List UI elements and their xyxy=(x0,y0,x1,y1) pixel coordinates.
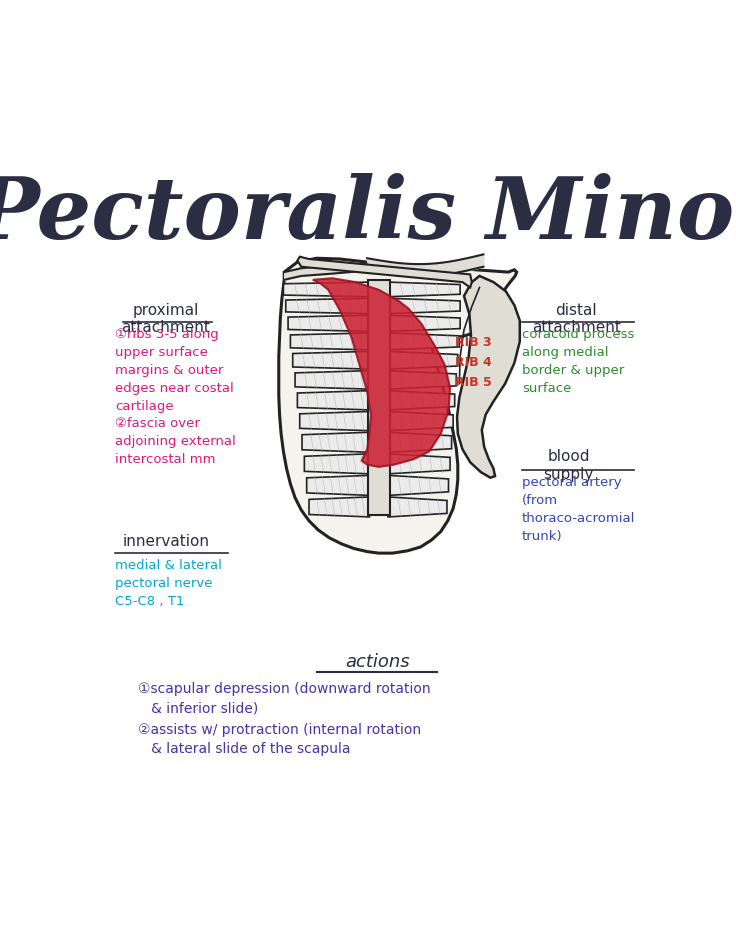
Text: ①scapular depression (downward rotation
   & inferior slide): ①scapular depression (downward rotation … xyxy=(138,683,431,716)
Text: actions: actions xyxy=(345,653,409,671)
Text: RIB 4: RIB 4 xyxy=(455,356,492,368)
Polygon shape xyxy=(293,351,369,369)
Polygon shape xyxy=(295,370,369,389)
Polygon shape xyxy=(286,298,369,313)
Text: coracoid process
along medial
border & upper
surface: coracoid process along medial border & u… xyxy=(522,328,634,395)
Polygon shape xyxy=(388,454,450,474)
Text: ②assists w/ protraction (internal rotation
   & lateral slide of the scapula: ②assists w/ protraction (internal rotati… xyxy=(138,723,422,756)
Polygon shape xyxy=(388,411,453,430)
Polygon shape xyxy=(279,258,517,553)
Polygon shape xyxy=(302,432,369,452)
Text: blood
supply: blood supply xyxy=(543,449,594,482)
Text: ②fascia over
adjoining external
intercostal mm: ②fascia over adjoining external intercos… xyxy=(116,417,236,466)
Text: ①ribs 3-5 along
upper surface
margins & outer
edges near costal
cartilage: ①ribs 3-5 along upper surface margins & … xyxy=(116,328,234,413)
Polygon shape xyxy=(313,278,450,466)
Polygon shape xyxy=(388,432,452,452)
Polygon shape xyxy=(388,298,460,313)
Polygon shape xyxy=(291,333,369,350)
Polygon shape xyxy=(297,257,472,288)
Polygon shape xyxy=(309,497,369,517)
Polygon shape xyxy=(388,315,460,331)
Polygon shape xyxy=(388,497,447,517)
Polygon shape xyxy=(388,390,455,410)
Polygon shape xyxy=(288,315,369,331)
Polygon shape xyxy=(457,276,520,478)
Text: RIB 5: RIB 5 xyxy=(455,376,492,388)
Text: RIB 3: RIB 3 xyxy=(455,336,492,348)
Polygon shape xyxy=(307,475,369,495)
Polygon shape xyxy=(300,411,369,430)
Text: proximal
attachment: proximal attachment xyxy=(121,303,210,335)
Polygon shape xyxy=(368,280,389,515)
Text: Pectoralis Minor: Pectoralis Minor xyxy=(0,172,736,256)
Polygon shape xyxy=(297,390,369,410)
Text: medial & lateral
pectoral nerve
C5-C8 , T1: medial & lateral pectoral nerve C5-C8 , … xyxy=(116,559,222,608)
Polygon shape xyxy=(283,282,369,297)
Text: innervation: innervation xyxy=(122,534,209,549)
Polygon shape xyxy=(305,454,369,474)
Polygon shape xyxy=(388,333,459,350)
Text: distal
attachment: distal attachment xyxy=(532,303,620,335)
Polygon shape xyxy=(388,282,460,297)
Polygon shape xyxy=(388,475,448,495)
Polygon shape xyxy=(388,370,456,389)
Polygon shape xyxy=(388,351,458,369)
Text: pectoral artery
(from
thoraco-acromial
trunk): pectoral artery (from thoraco-acromial t… xyxy=(522,476,635,544)
